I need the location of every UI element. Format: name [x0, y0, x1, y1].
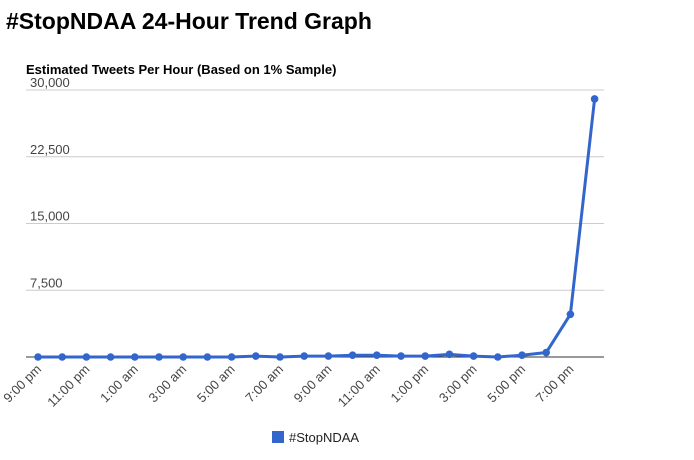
- x-tick-label: 1:00 pm: [387, 362, 431, 406]
- data-point[interactable]: [131, 353, 139, 361]
- y-axis-ticks: 7,500 15,000 22,500 30,000: [30, 75, 70, 290]
- legend-label: #StopNDAA: [289, 430, 359, 445]
- data-point[interactable]: [203, 353, 212, 361]
- data-point[interactable]: [566, 310, 575, 319]
- grid-lines: [26, 89, 604, 358]
- series-layer: [34, 95, 599, 361]
- data-point[interactable]: [155, 353, 163, 361]
- data-point[interactable]: [34, 353, 42, 361]
- x-tick-label: 11:00 am: [335, 362, 383, 410]
- x-tick-label: 9:00 pm: [0, 362, 44, 406]
- data-point[interactable]: [469, 352, 478, 360]
- x-tick-label: 7:00 pm: [533, 362, 577, 406]
- data-point[interactable]: [227, 353, 236, 361]
- data-point[interactable]: [252, 352, 260, 360]
- page-title: #StopNDAA 24-Hour Trend Graph: [6, 8, 372, 34]
- data-point[interactable]: [179, 353, 187, 361]
- y-tick-label: 30,000: [30, 75, 70, 90]
- data-point[interactable]: [373, 351, 381, 360]
- data-point[interactable]: [445, 350, 454, 359]
- data-point[interactable]: [106, 353, 115, 361]
- x-axis-ticks: 9:00 pm 11:00 pm 1:00 am 3:00 am 5:00 am 7:00…: [0, 362, 576, 410]
- data-point[interactable]: [494, 353, 502, 361]
- x-tick-label: 3:00 am: [145, 362, 189, 406]
- y-tick-label: 22,500: [30, 142, 70, 157]
- data-point[interactable]: [348, 351, 357, 360]
- data-point[interactable]: [421, 352, 430, 360]
- y-tick-label: 7,500: [30, 275, 63, 290]
- x-tick-label: 5:00 pm: [484, 362, 528, 406]
- x-tick-label: 7:00 am: [242, 362, 286, 406]
- data-point[interactable]: [397, 352, 405, 360]
- x-tick-label: 11:00 pm: [44, 362, 92, 410]
- data-point[interactable]: [324, 352, 333, 360]
- x-tick-label: 9:00 am: [291, 362, 335, 406]
- data-point[interactable]: [82, 353, 91, 361]
- x-tick-label: 3:00 pm: [436, 362, 480, 406]
- data-point[interactable]: [518, 351, 526, 360]
- series-line: [38, 98, 597, 359]
- data-point[interactable]: [276, 353, 284, 361]
- chart-title: Estimated Tweets Per Hour (Based on 1% S…: [26, 62, 336, 77]
- data-point[interactable]: [58, 353, 66, 361]
- legend-swatch: [272, 431, 284, 443]
- legend[interactable]: #StopNDAA: [272, 430, 359, 445]
- x-tick-label: 5:00 am: [194, 362, 238, 406]
- data-point[interactable]: [542, 348, 550, 357]
- data-point[interactable]: [300, 352, 309, 360]
- data-point[interactable]: [590, 95, 599, 103]
- y-tick-label: 15,000: [30, 209, 70, 224]
- x-tick-label: 1:00 am: [97, 362, 141, 406]
